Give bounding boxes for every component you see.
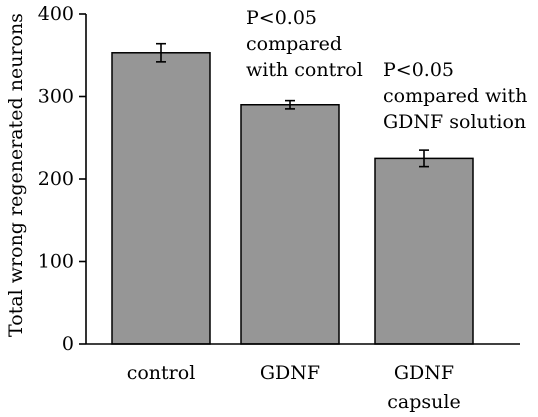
y-axis-label: Total wrong regenerated neurons [5, 13, 27, 337]
bar-control [111, 52, 211, 345]
error-bars-layer [156, 42, 429, 168]
y-tick-label: 0 [62, 333, 74, 355]
category-labels-layer: control GDNF GDNF capsule [127, 362, 461, 413]
significance-annotation: P<0.05 compared with GDNF solution [383, 59, 527, 133]
x-category-label: control [127, 362, 196, 384]
annotations-layer: P<0.05 compared with control P<0.05 compared… [246, 7, 527, 133]
error-bar-control [156, 42, 166, 63]
y-tick-label: 200 [38, 168, 74, 190]
y-tick-label: 300 [38, 86, 74, 108]
x-category-label: GDNF [260, 362, 320, 384]
error-bar-gdnf [285, 99, 295, 110]
y-tick-label: 400 [38, 3, 74, 25]
bar-gdnf-capsule [374, 157, 474, 345]
y-tick-label: 100 [38, 251, 74, 273]
x-category-label: GDNF capsule [387, 362, 460, 413]
y-ticks-layer: 0 100 200 300 400 [38, 3, 86, 355]
bar-gdnf [240, 104, 340, 345]
error-bar-gdnf-capsule [419, 149, 429, 168]
significance-annotation: P<0.05 compared with control [246, 7, 363, 81]
